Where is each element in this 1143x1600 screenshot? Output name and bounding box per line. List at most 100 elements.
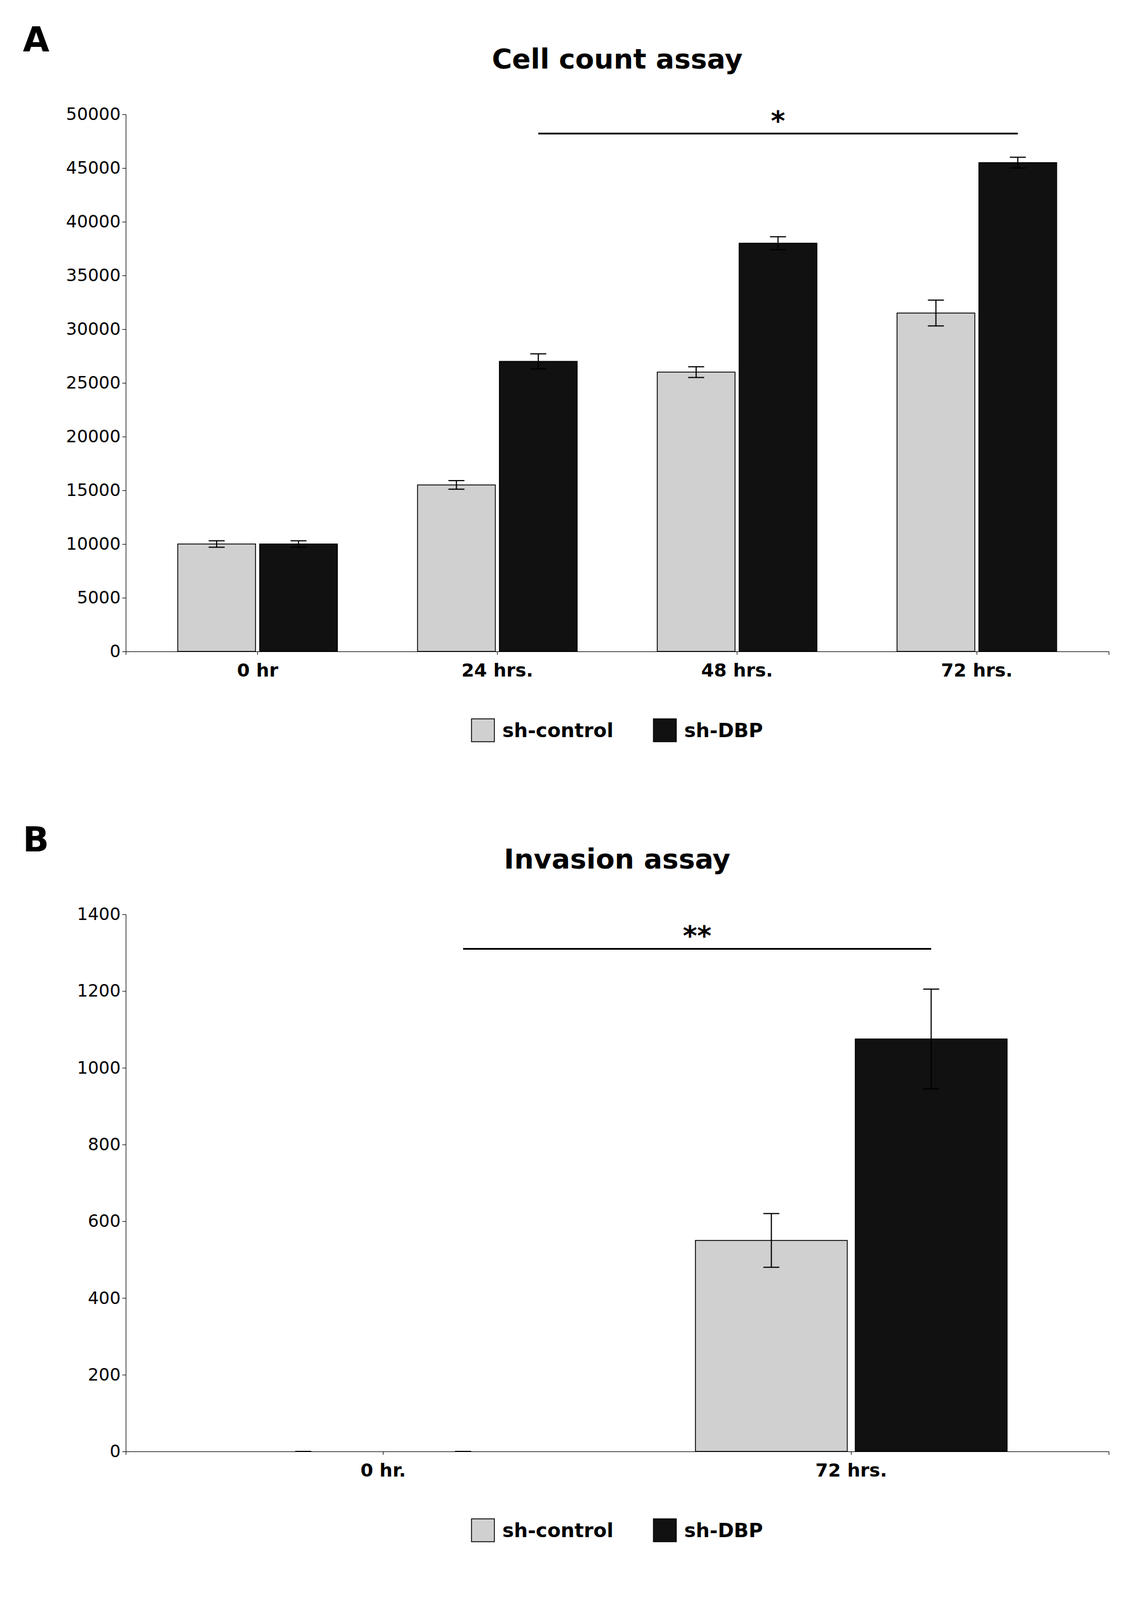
error-bar [295, 1451, 312, 1453]
legend-item: sh-DBP [653, 718, 763, 742]
bar [855, 1038, 1008, 1452]
y-axis-line [122, 114, 127, 653]
panel-label: A [22, 19, 50, 60]
error-bar-cap [208, 546, 225, 549]
plot-area: 0500010000150002000025000300003500040000… [66, 104, 1110, 682]
error-bar-cap [1009, 167, 1026, 169]
error-bar-cap [928, 299, 945, 301]
y-tick: 25000 [66, 372, 126, 393]
x-tick-label: 72 hrs. [941, 659, 1013, 682]
y-tick: 35000 [66, 265, 126, 286]
y-tick-label: 200 [88, 1364, 121, 1385]
y-tick-label: 50000 [66, 104, 121, 125]
bar-series [855, 1038, 1008, 1452]
legend-label: sh-DBP [684, 1519, 763, 1542]
error-bar-stem [297, 540, 299, 547]
error-bar-cap [1009, 156, 1026, 158]
x-tick-label: 48 hrs. [701, 659, 773, 682]
error-bar-cap [928, 325, 945, 327]
y-tick-mark [122, 275, 126, 277]
panel-label: B [22, 819, 50, 860]
y-tick: 1200 [77, 980, 126, 1001]
x-tick: 72 hrs. [941, 651, 1013, 682]
legend-item: sh-control [471, 1519, 614, 1542]
y-tick: 1400 [77, 904, 126, 925]
y-tick-mark [122, 490, 126, 491]
y-tick-label: 1400 [77, 904, 121, 925]
legend-swatch [653, 718, 677, 742]
bar [227, 1451, 380, 1452]
y-tick-mark [122, 1221, 126, 1222]
error-bar-cap [454, 1451, 471, 1452]
y-tick-label: 400 [88, 1288, 121, 1309]
y-tick-mark [122, 1375, 126, 1376]
y-tick-mark [122, 168, 126, 169]
bar [386, 1451, 539, 1452]
x-tick-label: 72 hrs. [815, 1459, 887, 1482]
legend-swatch [471, 718, 495, 742]
error-bar [530, 353, 547, 369]
legend-item: sh-DBP [653, 1519, 763, 1542]
y-tick: 0 [109, 641, 126, 662]
y-tick-mark [122, 1297, 126, 1299]
y-tick-label: 30000 [66, 318, 121, 339]
error-bar-cap [763, 1213, 780, 1215]
x-tick-mark [976, 651, 978, 655]
error-bar-stem [770, 1213, 773, 1268]
error-bar [208, 540, 225, 547]
error-bar [763, 1213, 780, 1268]
y-tick: 45000 [66, 157, 126, 178]
error-bar-stem [935, 300, 937, 326]
bar [695, 1240, 848, 1452]
y-tick: 200 [88, 1364, 126, 1385]
y-tick-label: 15000 [66, 480, 121, 501]
error-bar-stem [216, 540, 218, 547]
panel: Invasion assayB0200400600800100012001400… [22, 819, 1110, 1542]
y-tick-mark [122, 329, 126, 330]
y-tick-label: 0 [109, 1441, 121, 1462]
legend-label: sh-control [502, 1519, 614, 1542]
error-bars [208, 157, 1026, 547]
error-bar-cap [448, 488, 465, 490]
x-tick-mark [736, 651, 738, 655]
y-tick-mark [122, 1144, 126, 1146]
error-bar-cap [295, 1451, 312, 1452]
x-tick: 24 hrs. [461, 651, 534, 682]
legend-swatch [653, 1519, 677, 1542]
bar [738, 243, 817, 652]
y-tick: 800 [88, 1134, 126, 1155]
bar [177, 544, 256, 652]
error-bar-cap [454, 1451, 471, 1452]
error-bar [454, 1451, 471, 1453]
legend: sh-control sh-DBP [471, 1519, 763, 1542]
bars [695, 1038, 1007, 1452]
error-bar-cap [763, 1267, 780, 1269]
x-tick-mark [257, 651, 258, 655]
y-tick-label: 1000 [77, 1057, 121, 1078]
error-bar-stem [930, 989, 932, 1090]
error-bar [922, 989, 939, 1090]
error-bar-cap [448, 480, 465, 482]
x-axis: 0 hr. 72 hrs. [126, 1451, 1110, 1482]
error-bar-cap [769, 249, 786, 251]
y-tick-label: 800 [88, 1134, 121, 1155]
error-bars [295, 989, 940, 1452]
y-tick-label: 1200 [77, 980, 121, 1001]
x-tick-label: 24 hrs. [461, 659, 534, 682]
error-bar-cap [769, 236, 786, 238]
error-bar-cap [530, 368, 547, 370]
x-tick-label: 0 hr. [360, 1459, 407, 1482]
bar [499, 361, 578, 652]
y-tick: 15000 [66, 480, 126, 501]
y-tick-label: 10000 [66, 533, 121, 554]
significance-text: * [770, 104, 786, 137]
y-tick-mark [122, 382, 126, 384]
bar [657, 372, 735, 652]
error-bar [688, 366, 705, 378]
error-bar-cap [290, 546, 307, 549]
y-tick-mark [122, 651, 126, 653]
y-tick-label: 40000 [66, 211, 121, 232]
error-bar-cap [688, 377, 705, 379]
y-tick-label: 600 [88, 1211, 121, 1232]
y-tick-mark [122, 436, 126, 438]
